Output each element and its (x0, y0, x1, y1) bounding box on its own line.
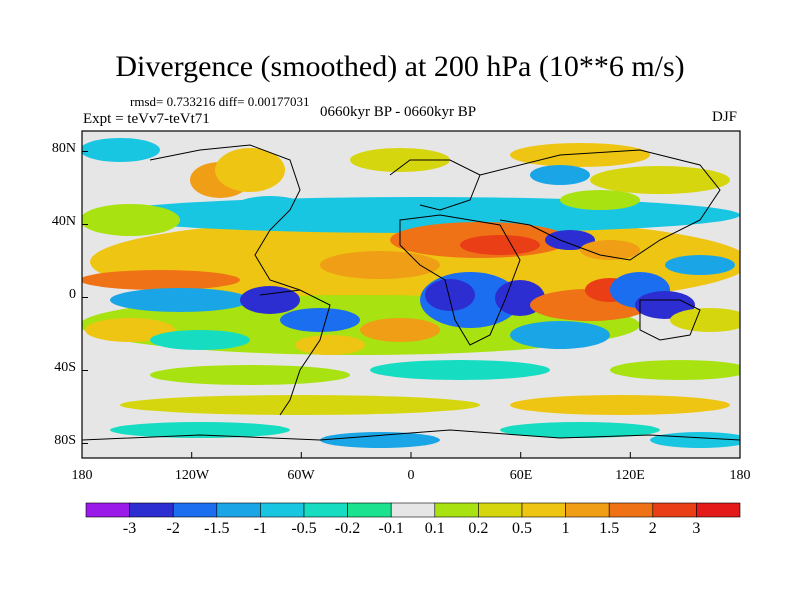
colorbar-label: 0.1 (424, 520, 445, 537)
colorbar-label: -2 (166, 520, 180, 537)
lon-label: 60W (287, 468, 315, 483)
lat-label: 80S (54, 433, 76, 448)
colorbar-segment (347, 502, 392, 518)
lat-label: 80N (51, 141, 76, 156)
colorbar-segment (303, 502, 348, 518)
colorbar-segment (216, 502, 261, 518)
colorbar-segment (565, 502, 610, 518)
colorbar-label: 3 (692, 520, 701, 537)
lon-label: 60E (509, 468, 533, 483)
divergence-field (82, 131, 740, 458)
colorbar-segment (478, 502, 523, 518)
colorbar-label: -0.2 (334, 520, 361, 537)
axis-ticks (81, 151, 741, 458)
colorbar-segment (696, 502, 741, 518)
colorbar-segment (608, 502, 654, 518)
period-label: 0660kyr BP - 0660kyr BP (320, 104, 477, 120)
colorbar-segment (390, 502, 436, 518)
lat-label: 0 (69, 287, 76, 302)
colorbar (85, 502, 741, 518)
lat-label: 40N (51, 214, 76, 229)
lat-label: 40S (54, 360, 76, 375)
colorbar-label: -3 (122, 520, 137, 537)
colorbar-label: 0.5 (512, 520, 532, 537)
colorbar-label: 1.5 (599, 520, 620, 537)
experiment-label: Expt = teVv7-teVt71 (83, 111, 210, 127)
lon-label: 0 (407, 468, 415, 483)
colorbar-label: 2 (648, 520, 657, 537)
colorbar-segment (129, 502, 174, 518)
plot-title: Divergence (smoothed) at 200 hPa (10**6 … (115, 50, 685, 83)
colorbar-segment (172, 502, 218, 518)
lon-label: 180 (71, 468, 93, 483)
season-label: DJF (712, 109, 738, 125)
colorbar-segment (260, 502, 305, 518)
colorbar-segment (521, 502, 566, 518)
coastlines (82, 144, 740, 441)
lon-label: 120W (174, 468, 210, 483)
stats-text: rmsd= 0.733216 diff= 0.00177031 (130, 94, 310, 109)
colorbar-label: -1.5 (204, 520, 230, 537)
lon-label: 120E (615, 468, 645, 483)
colorbar-label: 1 (561, 520, 570, 537)
lon-label: 180 (729, 468, 751, 483)
colorbar-label: -0.1 (378, 520, 404, 537)
colorbar-label: -0.5 (291, 520, 317, 537)
colorbar-segment (85, 502, 130, 518)
colorbar-label: 0.2 (468, 520, 489, 537)
colorbar-label: -1 (253, 520, 268, 537)
colorbar-segment (434, 502, 479, 518)
colorbar-segment (652, 502, 697, 518)
